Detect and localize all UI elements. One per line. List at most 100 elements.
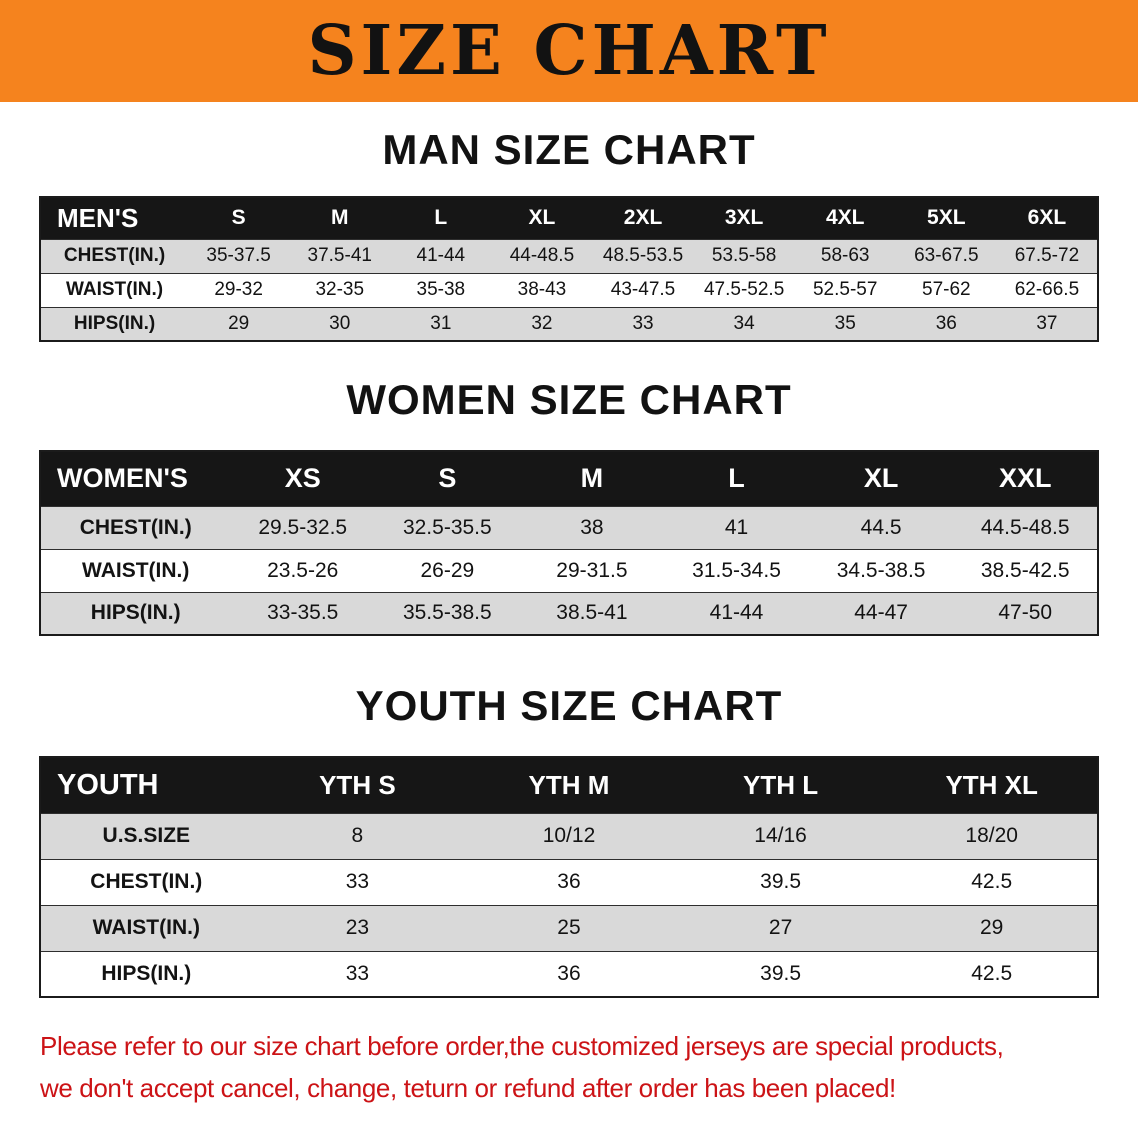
men-waist-row: WAIST(IN.) 29-32 32-35 35-38 38-43 43-47… [40,273,1098,307]
youth-section-heading: YOUTH SIZE CHART [355,682,783,729]
youth-header-row: YOUTH YTH S YTH M YTH L YTH XL [40,757,1098,813]
size-cell: 36 [557,870,581,893]
disclaimer-text: Please refer to our size chart before or… [40,1026,1108,1109]
size-cell: 32 [531,312,553,334]
men-section-heading: MAN SIZE CHART [382,126,756,173]
size-cell: 42.5 [971,961,1013,985]
row-label: CHEST(IN.) [79,515,192,539]
men-col-header: 3XL [724,206,764,230]
size-cell: 26-29 [420,558,475,582]
row-label: U.S.SIZE [102,824,191,847]
women-corner-label: WOMEN'S [57,463,188,494]
size-cell: 44-48.5 [509,245,575,266]
row-label: WAIST(IN.) [92,916,200,939]
row-label: CHEST(IN.) [63,245,166,266]
size-cell: 39.5 [760,961,802,985]
size-cell: 27 [768,916,793,939]
size-cell: 23.5-26 [267,558,339,582]
women-col-header: M [580,463,604,494]
size-cell: 41-44 [709,601,764,625]
women-size-table: WOMEN'S XS S M L XL XXL CHEST(IN.) 29.5-… [39,450,1099,636]
size-cell: 39.5 [760,870,802,893]
size-chart-banner: SIZE CHART [0,0,1138,102]
youth-col-header: YTH M [528,769,610,800]
size-cell: 58-63 [820,245,870,266]
men-corner-label: MEN'S [57,202,139,233]
size-cell: 41-44 [416,245,466,266]
size-cell: 44.5-48.5 [980,515,1070,539]
size-cell: 33-35.5 [267,601,339,625]
size-cell: 35-37.5 [206,245,271,266]
size-cell: 23 [345,916,370,939]
size-cell: 31 [430,312,452,334]
row-label: HIPS(IN.) [101,961,192,985]
size-cell: 52.5-57 [812,279,878,300]
men-col-header: 4XL [825,206,865,230]
size-cell: 47.5-52.5 [703,279,785,300]
size-cell: 57-62 [922,279,971,300]
size-cell: 8 [351,824,364,847]
size-cell: 10/12 [542,824,596,847]
size-cell: 48.5-53.5 [602,245,684,266]
men-col-header: S [231,206,246,230]
men-col-header: 2XL [623,206,663,230]
youth-ussize-row: U.S.SIZE 8 10/12 14/16 18/20 [40,813,1098,859]
size-cell: 25 [557,916,581,939]
size-cell: 33 [345,961,370,985]
size-cell: 37.5-41 [307,245,372,266]
youth-col-header: YTH XL [945,769,1038,800]
size-cell: 44.5 [860,515,902,539]
youth-hips-row: HIPS(IN.) 33 36 39.5 42.5 [40,951,1098,997]
row-label: WAIST(IN.) [66,279,164,300]
size-cell: 32.5-35.5 [402,515,492,539]
women-header-row: WOMEN'S XS S M L XL XXL [40,451,1098,506]
size-cell: 67.5-72 [1014,245,1080,266]
size-cell: 38.5-41 [556,601,628,625]
men-size-table: MEN'S S M L XL 2XL 3XL 4XL 5XL 6XL CHEST… [39,196,1099,342]
youth-col-header: YTH L [743,769,819,800]
size-cell: 36 [557,961,581,985]
size-cell: 47-50 [998,601,1053,625]
men-col-header: L [434,206,448,230]
row-label: CHEST(IN.) [90,870,203,893]
youth-corner-label: YOUTH [57,768,159,801]
women-col-header: XXL [998,463,1052,494]
size-cell: 35 [834,312,856,334]
size-cell: 44-47 [854,601,908,625]
men-col-header: M [331,206,349,230]
size-cell: 62-66.5 [1014,279,1080,300]
women-section-heading: WOMEN SIZE CHART [346,376,792,423]
size-cell: 34.5-38.5 [836,558,926,582]
size-cell: 36 [935,312,957,334]
size-cell: 14/16 [754,824,807,847]
row-label: HIPS(IN.) [73,312,156,334]
youth-size-table: YOUTH YTH S YTH M YTH L YTH XL U.S.SIZE … [39,756,1099,998]
size-cell: 33 [632,312,654,334]
row-label: WAIST(IN.) [82,558,190,582]
women-col-header: S [438,463,457,494]
disclaimer-line-1: Please refer to our size chart before or… [40,1031,1004,1061]
page-title: SIZE CHART [307,11,831,91]
size-cell: 30 [329,312,351,334]
youth-waist-row: WAIST(IN.) 23 25 27 29 [40,905,1098,951]
youth-chest-row: CHEST(IN.) 33 36 39.5 42.5 [40,859,1098,905]
size-cell: 53.5-58 [711,245,777,266]
women-waist-row: WAIST(IN.) 23.5-26 26-29 29-31.5 31.5-34… [40,549,1098,592]
women-col-header: XL [863,463,899,494]
size-cell: 38-43 [517,279,567,300]
size-cell: 38.5-42.5 [980,558,1070,582]
size-cell: 42.5 [971,870,1013,893]
size-cell: 29 [980,916,1004,939]
size-cell: 29-32 [214,279,263,300]
size-cell: 29.5-32.5 [258,515,348,539]
size-cell: 35.5-38.5 [402,601,492,625]
size-cell: 37 [1036,312,1058,334]
men-hips-row: HIPS(IN.) 29 30 31 32 33 34 35 36 37 [40,307,1098,341]
women-col-header: XS [284,463,321,494]
size-cell: 29-31.5 [556,558,628,582]
men-header-row: MEN'S S M L XL 2XL 3XL 4XL 5XL 6XL [40,197,1098,239]
size-cell: 43-47.5 [610,279,676,300]
men-col-header: XL [528,206,556,230]
men-col-header: 5XL [927,206,966,230]
size-cell: 31.5-34.5 [692,558,781,582]
